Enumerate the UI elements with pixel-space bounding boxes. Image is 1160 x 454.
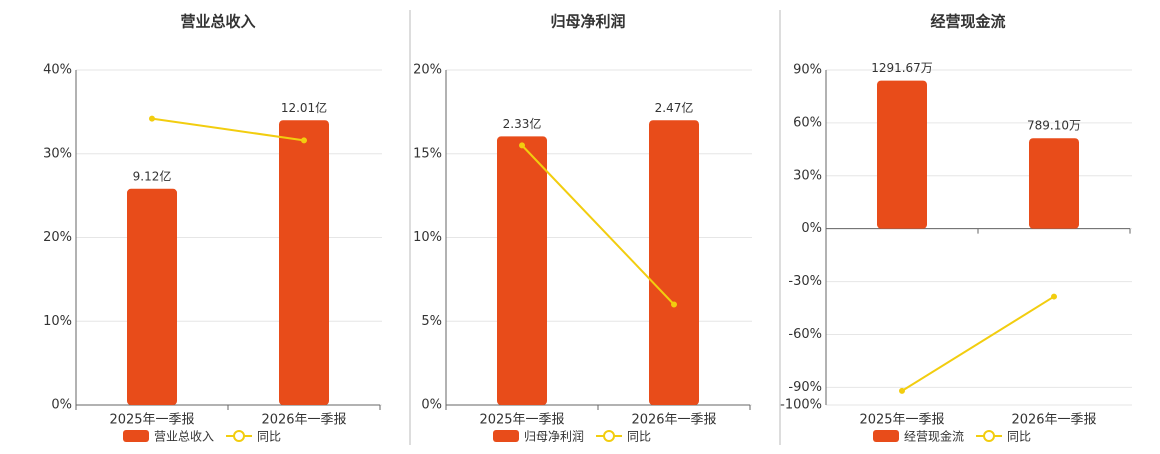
legend-label: 经营现金流 [904,429,964,444]
data-label: 12.01亿 [281,100,327,115]
data-label: 9.12亿 [133,168,172,183]
legend-label: 归母净利润 [524,430,584,444]
legend-swatch [983,430,996,442]
y-tick-label: -60% [788,327,822,342]
y-tick-label: 10% [43,314,72,329]
line [521,144,675,306]
y-tick-label: -90% [788,380,822,395]
line-marker [301,137,307,144]
x-tick-label: 2026年一季报 [631,413,716,428]
legend-swatch [493,430,519,442]
chart-title: 营业总收入 [180,13,255,31]
y-tick-label: 15% [413,146,442,161]
data-label: 789.10万 [1027,119,1081,133]
chart-title: 经营现金流 [930,13,1005,31]
legend-swatch [603,430,616,442]
bar [127,188,177,405]
legend-label: 同比 [1007,430,1031,444]
legend-label: 同比 [627,430,651,444]
data-label: 2.47亿 [655,100,694,115]
y-tick-label: 20% [43,230,72,245]
y-tick-label: 30% [43,146,72,161]
bar [1029,138,1079,229]
bar [279,120,329,406]
x-tick-label: 2026年一季报 [1011,413,1096,428]
y-tick-label: -100% [780,398,822,413]
y-tick-label: 20% [413,63,442,78]
y-tick-label: 0% [801,221,822,236]
line-marker [899,387,905,394]
y-tick-label: 10% [413,230,442,245]
legend-swatch [123,430,149,442]
legend-swatch [873,430,899,442]
line-marker [149,115,155,122]
y-tick-label: 0% [51,398,72,413]
bar [649,120,699,405]
legend-label: 同比 [257,430,281,444]
data-label: 1291.67万 [871,61,933,75]
line-marker [1051,293,1057,300]
bar [497,136,547,405]
line [151,117,305,142]
x-tick-label: 2025年一季报 [479,413,564,428]
chart-title: 归母净利润 [550,13,625,31]
x-tick-label: 2025年一季报 [859,413,944,428]
y-tick-label: 60% [793,115,822,130]
y-tick-label: 0% [421,398,442,413]
x-tick-label: 2026年一季报 [261,413,346,428]
y-tick-label: 40% [43,63,72,78]
data-label: 2.33亿 [503,116,542,131]
line-marker [519,142,525,149]
x-tick-label: 2025年一季报 [109,413,194,428]
y-tick-label: -30% [788,274,822,289]
legend-label: 营业总收入 [154,430,214,444]
line-marker [671,301,677,308]
y-tick-label: 30% [793,168,822,183]
bar [877,80,927,229]
legend-swatch [233,430,246,442]
line [901,295,1055,392]
y-tick-label: 5% [421,314,442,329]
y-tick-label: 90% [793,63,822,78]
